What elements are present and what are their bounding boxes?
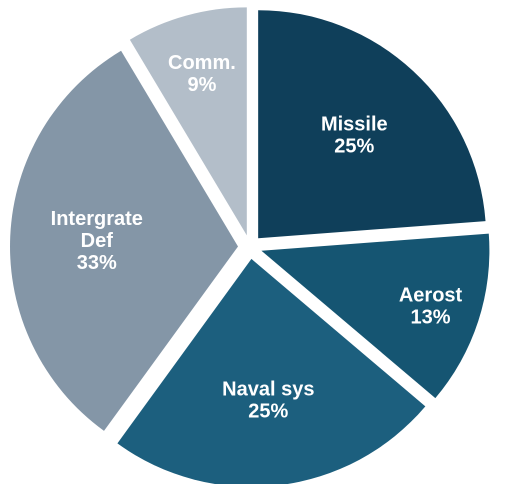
slices (10, 7, 490, 484)
slice-label-comm-: Comm. 9% (168, 52, 236, 96)
pie-slice-intergrate-def (10, 50, 239, 431)
pie-slice-aerost (261, 233, 490, 399)
pie-slice-naval-sys (117, 258, 426, 484)
slice-label-intergrate-def: Intergrate Def 33% (51, 208, 143, 274)
slice-label-aerost: Aerost 13% (399, 285, 463, 329)
pie-slice-comm- (129, 7, 247, 236)
slice-label-naval-sys: Naval sys 25% (222, 378, 314, 422)
slice-labels: Missile 25% Aerost 13% Naval sys 25% Intergrat… (51, 52, 463, 422)
pie-slice-missile (258, 10, 486, 239)
slice-label-missile: Missile 25% (321, 114, 388, 158)
